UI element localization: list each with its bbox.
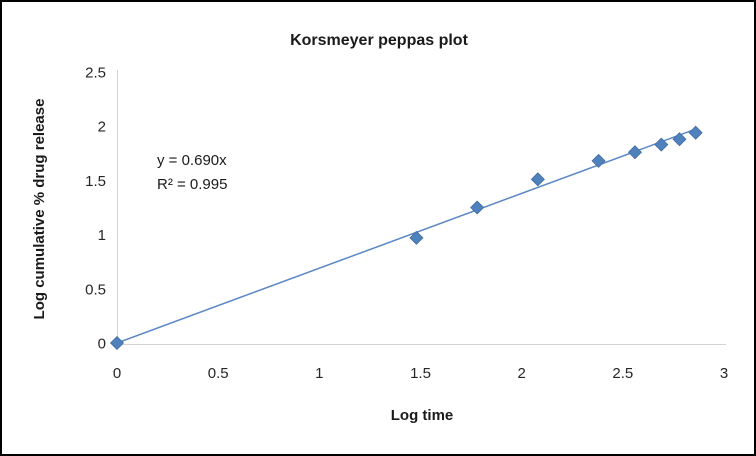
data-point-marker: [654, 137, 669, 152]
data-point-marker: [530, 172, 545, 187]
y-tick-label: 2: [98, 119, 106, 136]
y-tick-label: 0.5: [85, 281, 106, 298]
x-tick-label: 1: [315, 365, 323, 382]
x-tick-label: 2.5: [612, 365, 633, 382]
x-tick-label: 0.5: [208, 365, 229, 382]
x-axis-title: Log time: [391, 407, 454, 424]
chart-title: Korsmeyer peppas plot: [290, 32, 469, 49]
x-tick-label: 1.5: [410, 365, 431, 382]
data-point-marker: [627, 145, 642, 160]
x-tick-label: 3: [720, 365, 728, 382]
x-tick-label: 2: [517, 365, 525, 382]
y-tick-label: 2.5: [85, 65, 106, 82]
y-tick-label: 1.5: [85, 173, 106, 190]
y-tick-label: 0: [98, 336, 106, 353]
data-point-marker: [109, 335, 125, 351]
trendline-r-squared: R² = 0.995: [157, 176, 227, 193]
data-point-marker: [672, 132, 687, 147]
data-point-marker: [470, 200, 485, 215]
data-point-marker: [409, 230, 424, 245]
y-tick-label: 1: [98, 227, 106, 244]
data-point-marker: [591, 153, 606, 168]
plot-area: 0 0.5 1 1.5 2 2.5 3 0 0.5 1 1.5 2 2.5: [85, 65, 728, 383]
data-point-marker: [688, 125, 703, 140]
x-tick-label: 0: [113, 365, 121, 382]
y-axis-title: Log cumulative % drug release: [31, 99, 48, 320]
trendline-equation: y = 0.690x: [157, 152, 227, 169]
